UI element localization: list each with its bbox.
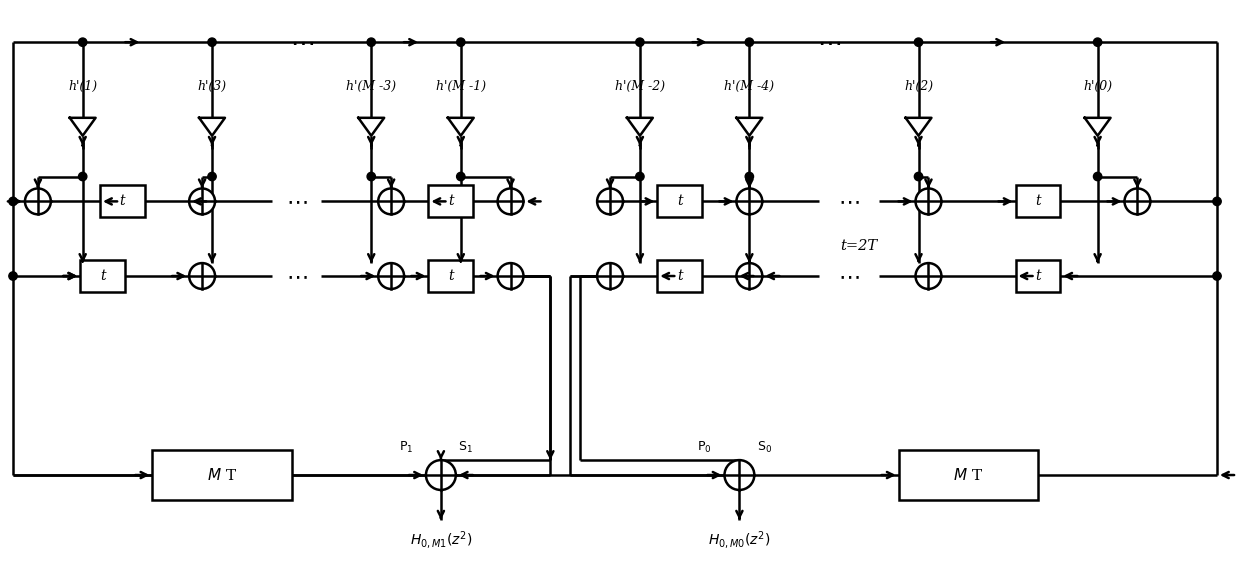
Text: t: t <box>120 195 125 208</box>
Circle shape <box>367 38 376 47</box>
Circle shape <box>378 263 404 289</box>
Polygon shape <box>448 118 474 136</box>
Bar <box>1016 186 1060 217</box>
Circle shape <box>636 172 644 181</box>
Circle shape <box>914 38 923 47</box>
Text: $\cdots$: $\cdots$ <box>817 30 841 54</box>
Text: h'(M -1): h'(M -1) <box>435 80 486 93</box>
Text: $\cdots$: $\cdots$ <box>285 191 308 211</box>
Text: $M$ T: $M$ T <box>207 467 237 483</box>
Text: h'(3): h'(3) <box>197 80 227 93</box>
Circle shape <box>378 188 404 214</box>
Circle shape <box>190 263 215 289</box>
Text: S$_1$: S$_1$ <box>459 440 474 455</box>
Circle shape <box>367 172 376 181</box>
Bar <box>153 450 291 500</box>
Bar <box>429 260 474 292</box>
Circle shape <box>737 263 763 289</box>
Circle shape <box>427 460 456 490</box>
Text: h'(2): h'(2) <box>904 80 932 93</box>
Circle shape <box>208 38 216 47</box>
Bar <box>899 450 1038 500</box>
Circle shape <box>25 188 51 214</box>
Circle shape <box>9 197 17 205</box>
Bar <box>429 186 474 217</box>
Text: $\cdots$: $\cdots$ <box>838 191 859 211</box>
Circle shape <box>915 188 941 214</box>
Text: h'(M -2): h'(M -2) <box>615 80 665 93</box>
Polygon shape <box>200 118 224 136</box>
Circle shape <box>78 38 87 47</box>
Text: $\cdots$: $\cdots$ <box>838 266 859 286</box>
Text: t: t <box>448 269 454 283</box>
Text: t: t <box>99 269 105 283</box>
Bar <box>1016 260 1060 292</box>
Text: h'(M -4): h'(M -4) <box>724 80 775 93</box>
Polygon shape <box>69 118 95 136</box>
Circle shape <box>1125 188 1151 214</box>
Text: t=2T: t=2T <box>841 239 878 253</box>
Bar <box>100 186 145 217</box>
Text: t: t <box>448 195 454 208</box>
Circle shape <box>745 172 754 181</box>
Circle shape <box>1213 197 1221 205</box>
Text: h'(M -3): h'(M -3) <box>346 80 397 93</box>
Text: S$_0$: S$_0$ <box>756 440 771 455</box>
Circle shape <box>1213 272 1221 280</box>
Circle shape <box>208 172 216 181</box>
Circle shape <box>497 188 523 214</box>
Circle shape <box>598 188 622 214</box>
Text: h'(0): h'(0) <box>1083 80 1112 93</box>
Polygon shape <box>358 118 384 136</box>
Circle shape <box>598 263 622 289</box>
Text: h'(1): h'(1) <box>68 80 97 93</box>
Circle shape <box>9 272 17 280</box>
Text: $\cdots$: $\cdots$ <box>290 30 314 54</box>
Circle shape <box>190 188 215 214</box>
Polygon shape <box>905 118 931 136</box>
Circle shape <box>745 38 754 47</box>
Bar <box>657 186 702 217</box>
Circle shape <box>456 38 465 47</box>
Text: P$_1$: P$_1$ <box>399 440 413 455</box>
Polygon shape <box>627 118 652 136</box>
Circle shape <box>78 172 87 181</box>
Circle shape <box>915 263 941 289</box>
Circle shape <box>1094 172 1102 181</box>
Text: $\cdots$: $\cdots$ <box>285 266 308 286</box>
Circle shape <box>724 460 754 490</box>
Circle shape <box>636 38 644 47</box>
Circle shape <box>456 172 465 181</box>
Text: t: t <box>1035 269 1040 283</box>
Circle shape <box>497 263 523 289</box>
Text: $M$ T: $M$ T <box>954 467 983 483</box>
Text: $H_{0,M0}(z^2)$: $H_{0,M0}(z^2)$ <box>708 530 771 551</box>
Bar <box>657 260 702 292</box>
Polygon shape <box>737 118 763 136</box>
Circle shape <box>914 172 923 181</box>
Circle shape <box>1094 38 1102 47</box>
Circle shape <box>737 188 763 214</box>
Bar <box>81 260 125 292</box>
Text: t: t <box>677 195 682 208</box>
Text: P$_0$: P$_0$ <box>697 440 712 455</box>
Polygon shape <box>1085 118 1111 136</box>
Text: t: t <box>677 269 682 283</box>
Text: t: t <box>1035 195 1040 208</box>
Text: $H_{0,M1}(z^2)$: $H_{0,M1}(z^2)$ <box>409 530 472 551</box>
